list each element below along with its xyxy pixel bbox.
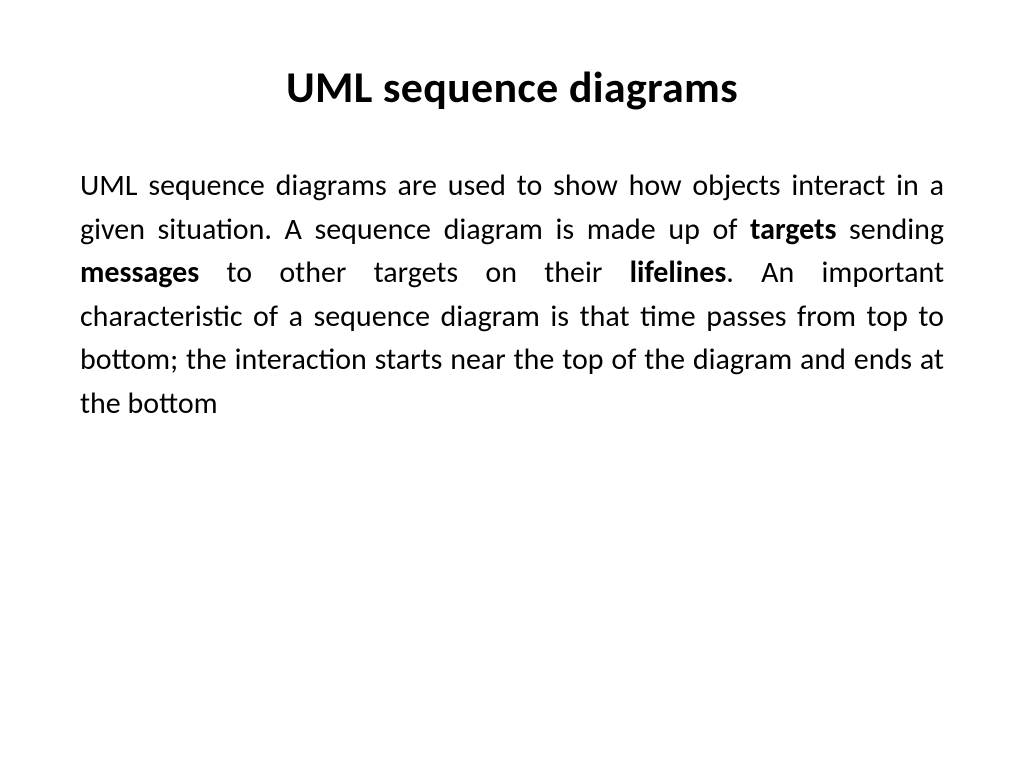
- slide-container: UML sequence diagrams UML sequence diagr…: [0, 0, 1024, 768]
- body-bold-segment: lifelines: [630, 254, 727, 291]
- body-bold-segment: messages: [80, 254, 199, 291]
- body-text-segment: sending: [836, 211, 944, 248]
- body-text-segment: to other targets on their: [199, 254, 629, 291]
- body-bold-segment: targets: [750, 211, 836, 248]
- slide-body: UML sequence diagrams are used to show h…: [80, 164, 944, 425]
- slide-title: UML sequence diagrams: [80, 60, 944, 114]
